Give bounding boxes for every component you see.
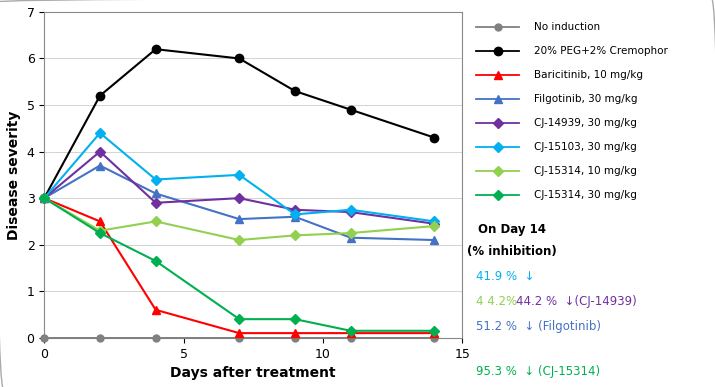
Text: 41.9 %  ↓: 41.9 % ↓ — [476, 270, 535, 283]
Filgotinib, 30 mg/kg — [430, 238, 438, 242]
Text: 51.2 %  ↓ (Filgotinib): 51.2 % ↓ (Filgotinib) — [476, 320, 601, 333]
Text: No induction: No induction — [533, 22, 600, 33]
CJ-14939, 30 mg/kg — [40, 196, 49, 200]
CJ-15314, 10 mg/kg — [235, 238, 244, 242]
Filgotinib, 30 mg/kg — [291, 214, 300, 219]
CJ-15314, 10 mg/kg — [40, 196, 49, 200]
Filgotinib, 30 mg/kg — [347, 235, 355, 240]
CJ-14939, 30 mg/kg — [291, 207, 300, 212]
Text: 95.3 %  ↓ (CJ-15314): 95.3 % ↓ (CJ-15314) — [476, 365, 601, 378]
Baricitinib, 10 mg/kg — [96, 219, 104, 224]
CJ-15314, 10 mg/kg — [152, 219, 160, 224]
Filgotinib, 30 mg/kg — [96, 163, 104, 168]
CJ-14939, 30 mg/kg — [347, 210, 355, 214]
Text: CJ-15103, 30 mg/kg: CJ-15103, 30 mg/kg — [533, 142, 636, 152]
Text: 4 4.2%: 4 4.2% — [476, 295, 525, 308]
Baricitinib, 10 mg/kg — [347, 331, 355, 336]
CJ-14939, 30 mg/kg — [430, 221, 438, 226]
Baricitinib, 10 mg/kg — [40, 196, 49, 200]
Line: CJ-15314, 30 mg/kg: CJ-15314, 30 mg/kg — [41, 195, 438, 334]
CJ-15314, 30 mg/kg — [40, 196, 49, 200]
Text: 44.2 %  ↓(CJ-14939): 44.2 % ↓(CJ-14939) — [516, 295, 636, 308]
CJ-14939, 30 mg/kg — [235, 196, 244, 200]
Text: CJ-14939, 30 mg/kg: CJ-14939, 30 mg/kg — [533, 118, 636, 128]
CJ-14939, 30 mg/kg — [152, 200, 160, 205]
Baricitinib, 10 mg/kg — [235, 331, 244, 336]
X-axis label: Days after treatment: Days after treatment — [170, 366, 336, 380]
Line: Filgotinib, 30 mg/kg: Filgotinib, 30 mg/kg — [40, 161, 438, 244]
No induction — [152, 336, 160, 340]
CJ-15103, 30 mg/kg — [291, 212, 300, 217]
CJ-15314, 10 mg/kg — [347, 231, 355, 235]
No induction — [40, 336, 49, 340]
Filgotinib, 30 mg/kg — [152, 191, 160, 196]
Text: (% inhibition): (% inhibition) — [468, 245, 557, 257]
Text: CJ-15314, 10 mg/kg: CJ-15314, 10 mg/kg — [533, 166, 636, 176]
Baricitinib, 10 mg/kg — [291, 331, 300, 336]
Y-axis label: Disease severity: Disease severity — [7, 110, 21, 240]
CJ-15103, 30 mg/kg — [96, 131, 104, 135]
20% PEG+2% Cremophor — [235, 56, 244, 61]
CJ-15314, 30 mg/kg — [235, 317, 244, 322]
CJ-15314, 30 mg/kg — [291, 317, 300, 322]
20% PEG+2% Cremophor — [430, 135, 438, 140]
20% PEG+2% Cremophor — [40, 196, 49, 200]
20% PEG+2% Cremophor — [96, 93, 104, 98]
Filgotinib, 30 mg/kg — [235, 217, 244, 221]
Line: 20% PEG+2% Cremophor: 20% PEG+2% Cremophor — [40, 45, 438, 202]
Text: CJ-15314, 30 mg/kg: CJ-15314, 30 mg/kg — [533, 190, 636, 200]
CJ-15314, 30 mg/kg — [347, 329, 355, 333]
Baricitinib, 10 mg/kg — [430, 331, 438, 336]
CJ-15103, 30 mg/kg — [235, 173, 244, 177]
CJ-15314, 30 mg/kg — [430, 329, 438, 333]
No induction — [291, 336, 300, 340]
CJ-15103, 30 mg/kg — [347, 207, 355, 212]
CJ-15314, 30 mg/kg — [96, 231, 104, 235]
No induction — [430, 336, 438, 340]
Line: CJ-15103, 30 mg/kg: CJ-15103, 30 mg/kg — [41, 130, 438, 225]
Text: 20% PEG+2% Cremophor: 20% PEG+2% Cremophor — [533, 46, 668, 57]
Line: No induction: No induction — [41, 334, 438, 341]
CJ-15314, 10 mg/kg — [430, 224, 438, 228]
CJ-15103, 30 mg/kg — [430, 219, 438, 224]
No induction — [235, 336, 244, 340]
CJ-15314, 10 mg/kg — [96, 228, 104, 233]
20% PEG+2% Cremophor — [152, 47, 160, 51]
No induction — [347, 336, 355, 340]
Line: CJ-14939, 30 mg/kg: CJ-14939, 30 mg/kg — [41, 148, 438, 227]
20% PEG+2% Cremophor — [347, 107, 355, 112]
CJ-15103, 30 mg/kg — [40, 196, 49, 200]
No induction — [96, 336, 104, 340]
Baricitinib, 10 mg/kg — [152, 308, 160, 312]
CJ-15314, 10 mg/kg — [291, 233, 300, 238]
20% PEG+2% Cremophor — [291, 89, 300, 93]
Text: Baricitinib, 10 mg/kg: Baricitinib, 10 mg/kg — [533, 70, 643, 80]
Text: On Day 14: On Day 14 — [478, 223, 546, 236]
Line: Baricitinib, 10 mg/kg: Baricitinib, 10 mg/kg — [40, 194, 438, 337]
Line: CJ-15314, 10 mg/kg: CJ-15314, 10 mg/kg — [41, 195, 438, 243]
CJ-14939, 30 mg/kg — [96, 149, 104, 154]
Filgotinib, 30 mg/kg — [40, 196, 49, 200]
CJ-15314, 30 mg/kg — [152, 259, 160, 263]
CJ-15103, 30 mg/kg — [152, 177, 160, 182]
Text: Filgotinib, 30 mg/kg: Filgotinib, 30 mg/kg — [533, 94, 637, 104]
